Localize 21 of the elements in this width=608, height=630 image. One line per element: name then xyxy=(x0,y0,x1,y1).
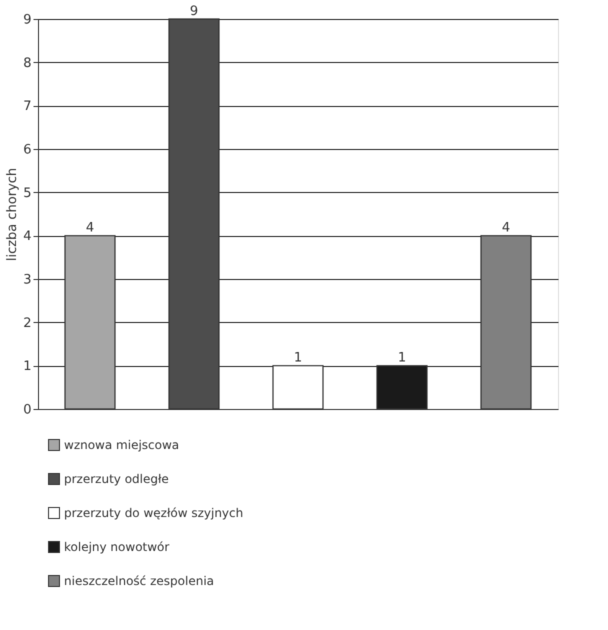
y-tick-label: 9 xyxy=(23,12,32,28)
data-label: 9 xyxy=(190,4,198,19)
y-tick-label: 4 xyxy=(23,229,32,244)
legend-label: nieszczelność zespolenia xyxy=(64,574,214,588)
y-tick-label: 1 xyxy=(23,359,32,374)
legend-label: przerzuty do węzłów szyjnych xyxy=(64,506,244,520)
legend-label: kolejny nowotwór xyxy=(64,540,170,554)
legend-label: przerzuty odległe xyxy=(64,472,169,486)
data-label: 1 xyxy=(398,350,406,366)
y-tick-label: 0 xyxy=(23,402,32,418)
y-tick-label: 8 xyxy=(23,56,32,71)
y-tick-label: 7 xyxy=(23,99,32,114)
legend-label: wznowa miejscowa xyxy=(64,438,180,452)
y-tick-label: 5 xyxy=(23,186,32,201)
data-label: 4 xyxy=(502,220,510,236)
y-tick-label: 6 xyxy=(23,142,32,158)
data-label: 1 xyxy=(294,350,302,366)
data-label: 4 xyxy=(86,220,94,236)
y-axis-title: liczba chorych xyxy=(5,168,20,262)
y-tick-label: 3 xyxy=(23,272,32,288)
y-tick-label: 2 xyxy=(23,316,32,331)
